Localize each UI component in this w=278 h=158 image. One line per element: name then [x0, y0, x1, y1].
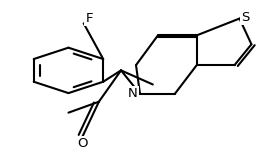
Text: O: O	[77, 137, 88, 150]
Text: N: N	[128, 87, 138, 100]
Text: S: S	[241, 11, 250, 24]
Text: F: F	[85, 12, 93, 25]
